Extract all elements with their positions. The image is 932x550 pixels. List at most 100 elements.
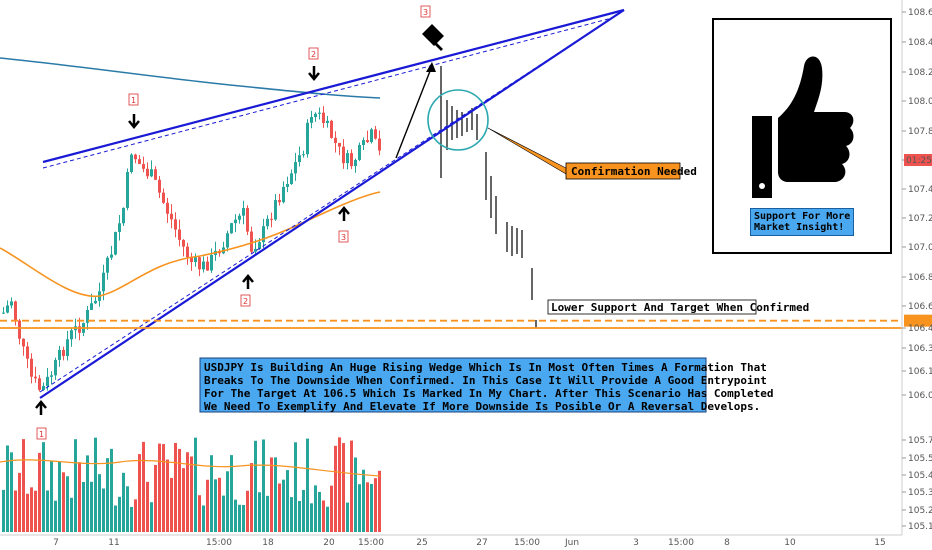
marker-bottom-3-label: 3 bbox=[341, 233, 346, 242]
volume-bar bbox=[118, 496, 121, 532]
volume-bar bbox=[226, 471, 229, 532]
candle-down bbox=[366, 140, 369, 143]
price-tick-label: 107.000 bbox=[908, 243, 932, 253]
candle-down bbox=[158, 179, 161, 193]
time-tick-label: 15:00 bbox=[514, 538, 540, 548]
time-tick-label: 10 bbox=[784, 538, 796, 548]
volume-bar bbox=[262, 439, 265, 532]
volume-bar bbox=[206, 479, 209, 532]
volume-bar bbox=[90, 481, 93, 532]
volume-bar bbox=[214, 479, 217, 532]
volume-bar bbox=[10, 452, 13, 532]
hammer-icon bbox=[422, 24, 444, 51]
volume-bar bbox=[178, 448, 181, 532]
annotations: Confirmation Needed Lower Support And Ta… bbox=[199, 162, 809, 413]
candle-down bbox=[38, 378, 41, 390]
volume-bar bbox=[250, 463, 253, 532]
candle-up bbox=[302, 154, 305, 156]
volume-bar bbox=[22, 439, 25, 532]
candle-up bbox=[274, 200, 277, 220]
price-tick-label: 105.580 bbox=[908, 454, 932, 464]
time-tick-label: 25 bbox=[416, 538, 427, 548]
candle-up bbox=[94, 300, 97, 304]
volume-bar bbox=[246, 490, 249, 532]
volume-bar bbox=[310, 503, 313, 532]
candle-down bbox=[170, 213, 173, 220]
volume-bar bbox=[286, 470, 289, 532]
volume-bar bbox=[46, 490, 49, 532]
volume-bar bbox=[146, 481, 149, 532]
candle-down bbox=[186, 246, 189, 258]
volume-bar bbox=[334, 445, 337, 532]
volume-bar bbox=[354, 457, 357, 532]
candle-up bbox=[126, 172, 129, 208]
volume-bar bbox=[38, 452, 41, 532]
candle-down bbox=[134, 154, 137, 160]
candle-up bbox=[358, 145, 361, 160]
volume-bar bbox=[266, 495, 269, 532]
time-tick-label: 15:00 bbox=[358, 538, 384, 548]
candle-up bbox=[70, 330, 73, 340]
marker-top-1-box bbox=[128, 93, 139, 106]
price-tick-label: 108.200 bbox=[908, 68, 932, 78]
volume-bar bbox=[162, 444, 165, 532]
volume-bar bbox=[102, 488, 105, 532]
volume-bar bbox=[374, 478, 377, 532]
volume-bar bbox=[282, 479, 285, 532]
candle-up bbox=[234, 219, 237, 224]
marker-top-1-label: 1 bbox=[131, 96, 136, 105]
volume-bar bbox=[238, 504, 241, 532]
volume-bar bbox=[94, 437, 97, 532]
candle-up bbox=[110, 254, 113, 258]
support-tag: Support For More Market Insight! bbox=[750, 208, 855, 236]
candle-up bbox=[46, 376, 49, 386]
marker-top-2-box bbox=[308, 47, 319, 60]
price-axis: 108.600108.400108.200108.000107.800107.6… bbox=[901, 0, 932, 535]
wedge-lower-line bbox=[39, 9, 625, 399]
marker-bottom-2-box bbox=[240, 294, 251, 307]
volume-bar bbox=[290, 497, 293, 532]
volume-bar bbox=[2, 489, 5, 532]
moving-average-teal bbox=[0, 57, 381, 99]
marker-bottom-1-label: 1 bbox=[39, 430, 44, 439]
candle-up bbox=[118, 223, 121, 233]
candle-up bbox=[286, 184, 289, 187]
candle-down bbox=[342, 146, 345, 164]
candle-down bbox=[374, 129, 377, 139]
candle-up bbox=[6, 305, 9, 313]
candle-up bbox=[54, 359, 57, 376]
volume-bar bbox=[74, 439, 77, 532]
candle-up bbox=[362, 140, 365, 146]
analysis-note-line-4: We Need To Exemplify And Elevate If More… bbox=[204, 400, 760, 413]
candle-up bbox=[294, 162, 297, 174]
candlesticks bbox=[2, 66, 537, 392]
candle-up bbox=[10, 301, 13, 306]
volume-bar bbox=[198, 495, 201, 532]
price-tick-label: 107.800 bbox=[908, 127, 932, 137]
volume-bar bbox=[154, 464, 157, 532]
volume-bar bbox=[66, 476, 69, 532]
volume-bar bbox=[18, 472, 21, 532]
volume-bar bbox=[142, 441, 145, 532]
thumbs-up-icon bbox=[752, 56, 854, 198]
volume-bar bbox=[50, 461, 53, 532]
candle-up bbox=[258, 242, 261, 249]
price-tick-label: 107.400 bbox=[908, 185, 932, 195]
candle-down bbox=[62, 350, 65, 357]
volume-bar bbox=[306, 438, 309, 532]
candle-up bbox=[254, 248, 257, 252]
time-tick-label: 27 bbox=[476, 538, 487, 548]
marker-top-3-box bbox=[420, 5, 431, 18]
volume-bar bbox=[362, 469, 365, 532]
price-tick-label: 106.600 bbox=[908, 302, 932, 312]
volume-bar bbox=[98, 474, 101, 532]
overlays: 1 2 1 2 3 3 bbox=[0, 5, 932, 440]
marker-bottom-3-box bbox=[338, 230, 349, 243]
price-tick-label: 106.000 bbox=[908, 391, 932, 401]
time-tick-label: 18 bbox=[262, 538, 274, 548]
candle-down bbox=[206, 261, 209, 271]
candle-up bbox=[210, 254, 213, 271]
candle-down bbox=[330, 120, 333, 138]
down-arrow-icon bbox=[128, 114, 140, 129]
